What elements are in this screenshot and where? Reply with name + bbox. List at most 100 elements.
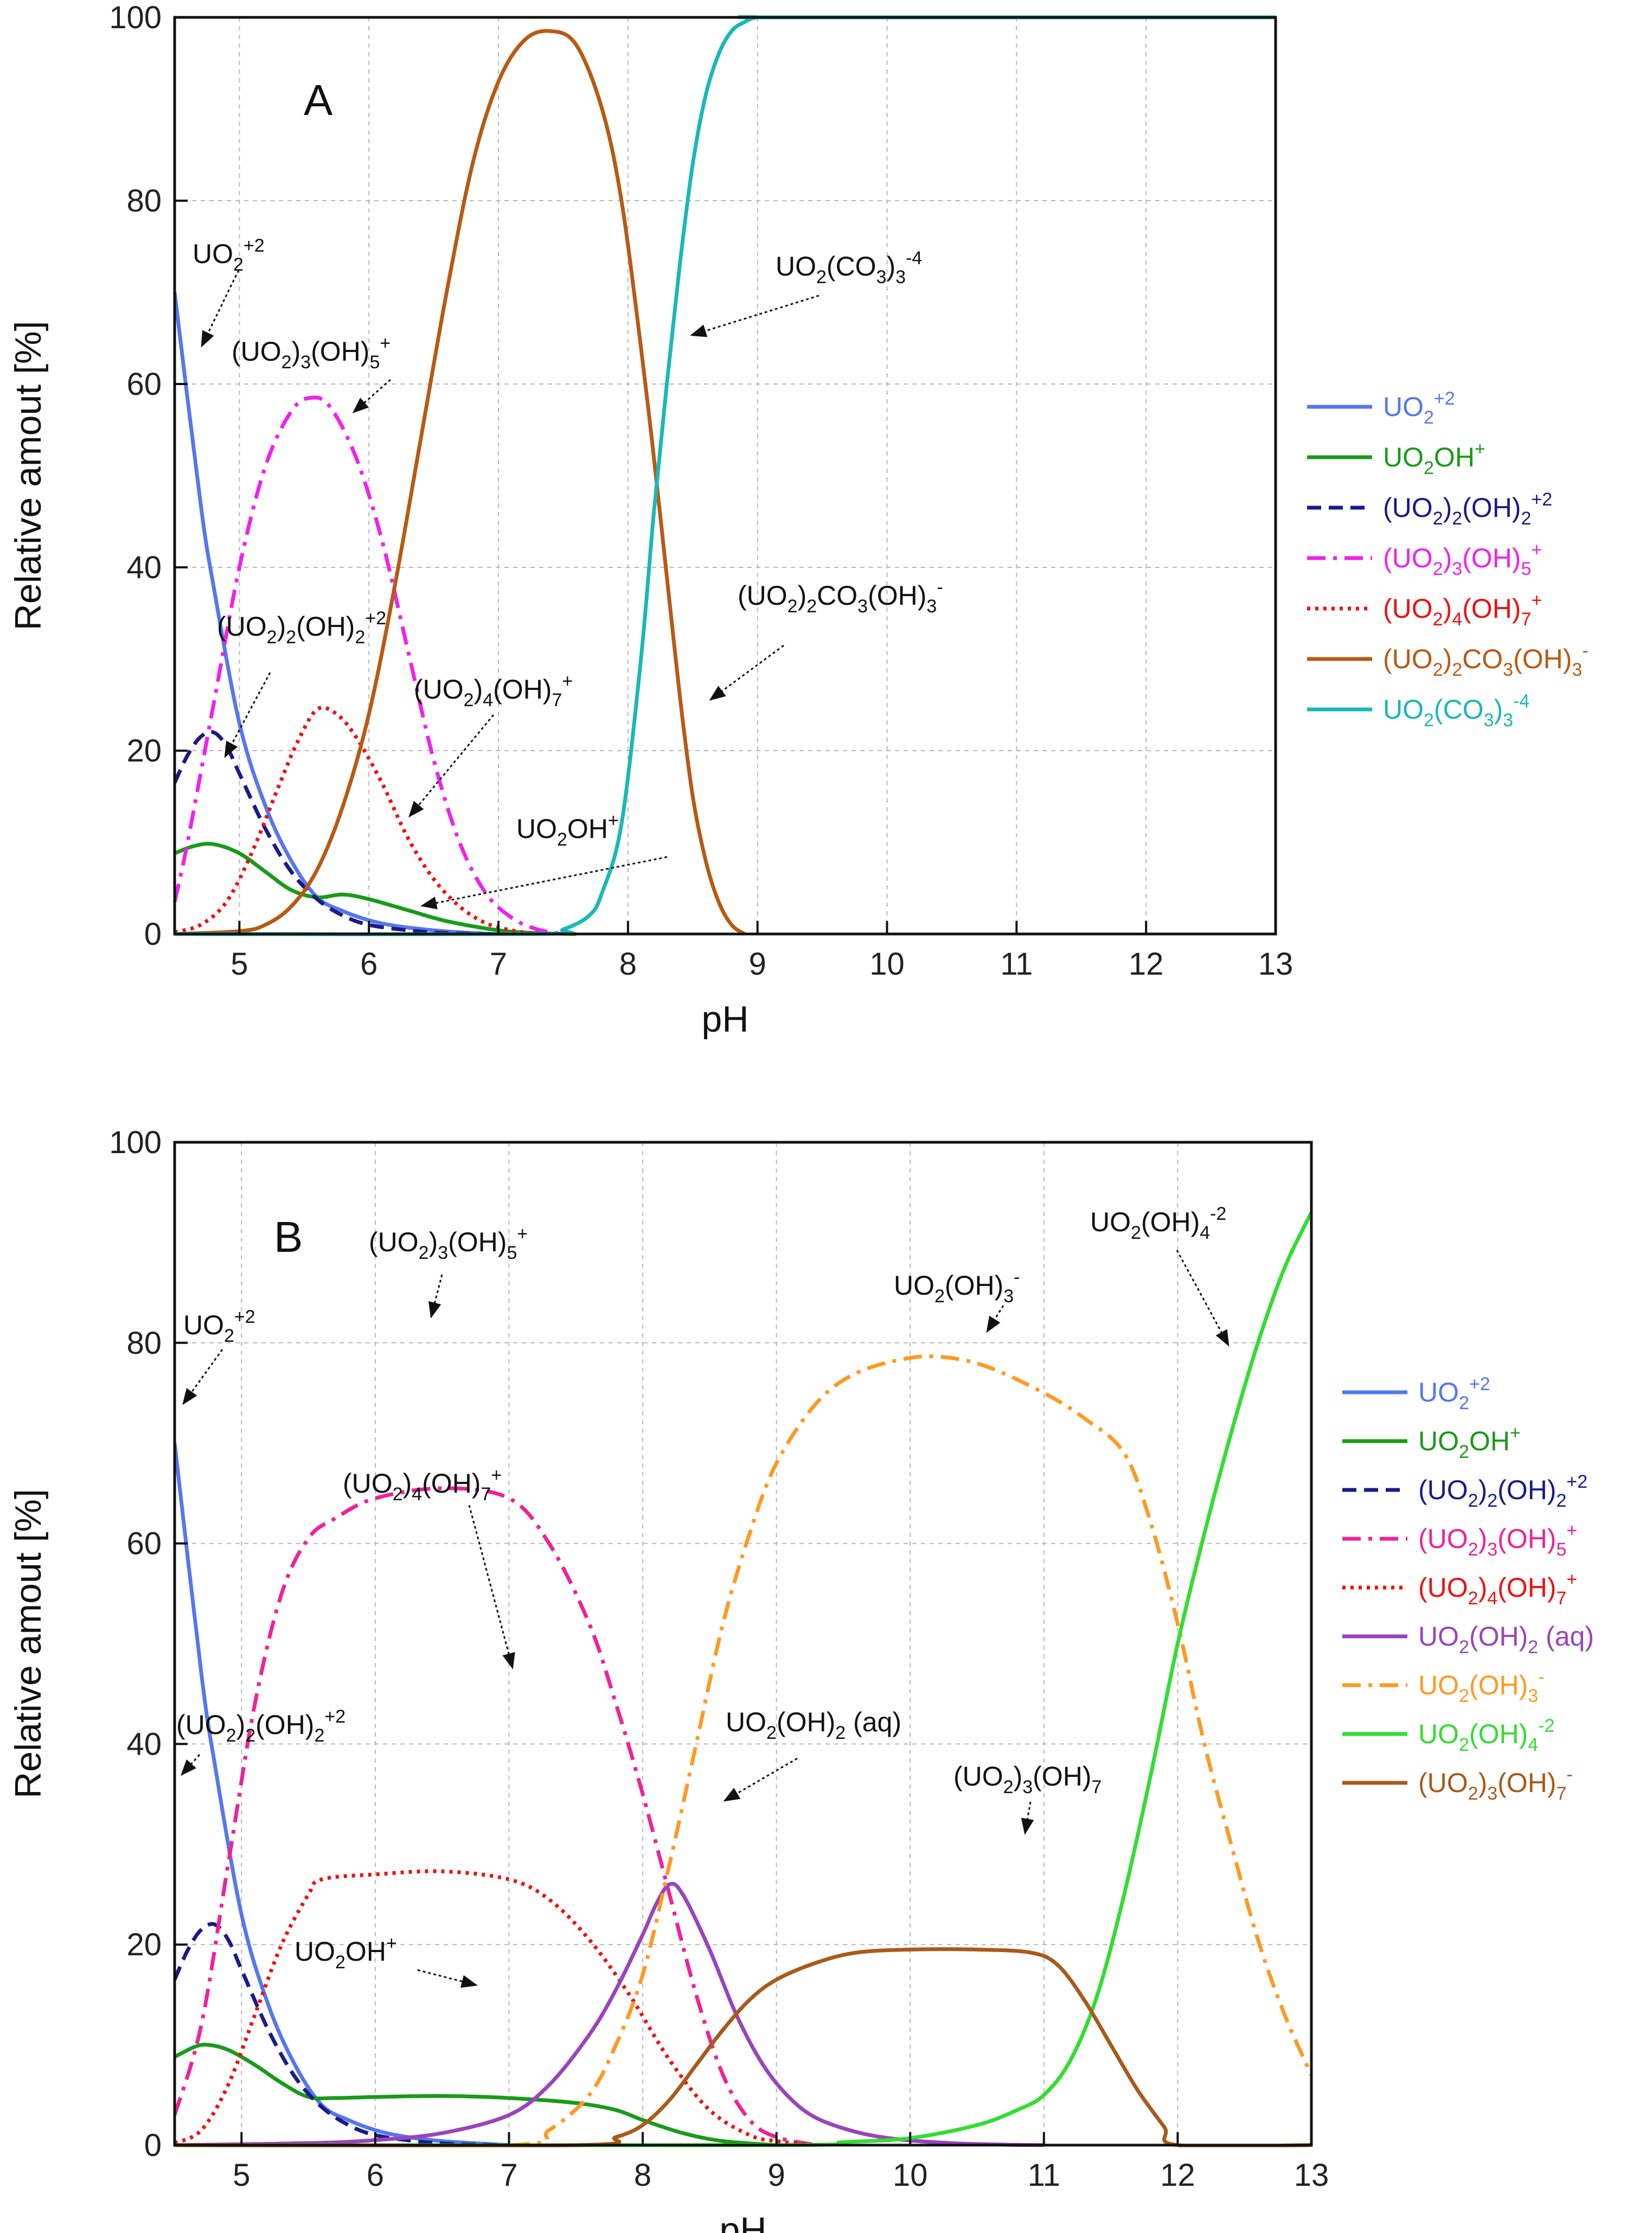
x-axis-title: pH: [702, 999, 749, 1040]
annotation-label: (UO2)3(OH)5+: [232, 333, 390, 373]
x-tick-label: 13: [1294, 2158, 1329, 2193]
x-tick-label: 5: [230, 946, 248, 982]
panel-letter: A: [304, 76, 333, 124]
annotation-label: (UO2)2(OH)2+2: [176, 1706, 345, 1746]
annotation-label: (UO2)3(OH)5+: [369, 1224, 528, 1263]
y-axis-title: Relative amout [%]: [8, 1489, 49, 1799]
legend-label: UO2(OH)2 (aq): [1418, 1621, 1594, 1658]
y-tick-label: 100: [109, 0, 162, 35]
legend-label: UO2(OH)3-: [1418, 1667, 1544, 1706]
annotation-label: (UO2)2(OH)2+2: [217, 608, 386, 648]
legend-label: (UO2)4(OH)7+: [1383, 590, 1542, 630]
panel-letter: B: [274, 1213, 303, 1261]
y-tick-label: 0: [144, 2128, 162, 2163]
x-tick-label: 10: [869, 946, 905, 982]
annotation-arrow: [1021, 1801, 1034, 1835]
annotation-arrow: [1176, 1250, 1230, 1347]
y-axis-title: Relative amout [%]: [8, 321, 49, 631]
annotation-arrow: [690, 295, 819, 337]
y-tick-label: 80: [126, 183, 162, 219]
series-line-5: [175, 1882, 1044, 2147]
legend-label: UO2+2: [1418, 1374, 1490, 1413]
series-line-8: [175, 1947, 1311, 2147]
legend-label: (UO2)3(OH)5+: [1383, 540, 1542, 579]
y-tick-label: 80: [126, 1326, 162, 1361]
annotation-arrow: [986, 1305, 1004, 1333]
legend-label: (UO2)3(OH)5+: [1418, 1520, 1577, 1560]
x-tick-label: 6: [360, 946, 377, 982]
y-tick-label: 60: [126, 367, 162, 402]
y-tick-label: 100: [109, 1125, 162, 1160]
x-tick-label: 8: [634, 2158, 651, 2193]
series-line-4: [175, 706, 538, 936]
annotation-label: UO2+2: [183, 1307, 255, 1346]
annotation-arrow: [428, 1274, 443, 1319]
annotation-label: UO2OH+: [516, 810, 619, 850]
series-line-0: [175, 292, 499, 936]
annotation-label: UO2(OH)3-: [894, 1267, 1020, 1307]
x-tick-label: 5: [233, 2158, 250, 2193]
x-tick-label: 6: [367, 2158, 384, 2193]
annotation-label: (UO2)3(OH)7: [953, 1761, 1102, 1797]
x-tick-label: 7: [500, 2158, 517, 2193]
annotation-arrow: [182, 1349, 223, 1405]
series-line-6: [175, 1354, 1311, 2147]
x-tick-label: 10: [893, 2158, 928, 2193]
legend-label: (UO2)2CO3(OH)3-: [1383, 641, 1589, 680]
panel-a: 5 6 7 8 9 10 11 12 13 0 20 40 60 80 100 pH Relative amou…: [8, 0, 1589, 1040]
legend-label: UO2(OH)4-2: [1418, 1716, 1554, 1755]
series-line-3: [175, 1486, 817, 2147]
annotation-label: UO2(OH)4-2: [1090, 1204, 1226, 1243]
annotation-label: UO2OH+: [294, 1933, 397, 1973]
annotation-arrow: [417, 1969, 478, 1988]
legend-label: UO2OH+: [1383, 439, 1485, 478]
series-line-3: [175, 395, 564, 936]
plot-frame: [173, 16, 1277, 936]
y-tick-label: 60: [126, 1526, 162, 1562]
annotation-arrow: [201, 270, 240, 348]
annotation-label: UO2(OH)2 (aq): [726, 1707, 901, 1743]
legend: UO2+2 UO2OH+ (UO2)2(OH)2+2 (UO2)3(OH)5+ (UO2…: [1307, 388, 1589, 731]
annotation-label: (UO2)2CO3(OH)3-: [738, 577, 943, 617]
series-line-0: [175, 1443, 509, 2147]
legend-label: UO2+2: [1383, 388, 1455, 428]
panel-b: 5 6 7 8 9 10 11 12 13 0 20 40 60 80 100 pH Relative amou…: [8, 1125, 1594, 2233]
x-axis-title: pH: [720, 2210, 767, 2233]
plot-frame: [173, 1141, 1313, 2147]
x-tick-label: 12: [1129, 946, 1164, 982]
x-tick-label: 11: [1000, 946, 1033, 982]
x-tick-label: 12: [1160, 2158, 1195, 2193]
x-tick-label: 7: [490, 946, 507, 982]
y-tick-label: 20: [126, 733, 162, 769]
y-tick-label: 40: [126, 550, 162, 585]
annotation-arrow: [723, 1757, 798, 1802]
x-tick-label: 9: [749, 946, 766, 982]
series-group: [175, 1211, 1311, 2147]
annotation-label: UO2+2: [193, 235, 265, 275]
annotation-label: (UO2)4(OH)7+: [343, 1465, 502, 1505]
annotation-arrow: [709, 644, 784, 701]
legend-label: (UO2)2(OH)2+2: [1383, 489, 1552, 529]
x-tick-label: 13: [1258, 946, 1294, 982]
series-line-1: [175, 2043, 777, 2147]
legend: UO2+2 UO2OH+ (UO2)2(OH)2+2 (UO2)3(OH)5+ (UO2…: [1342, 1374, 1594, 1804]
series-line-2: [175, 1922, 509, 2147]
y-tick-label: 40: [126, 1726, 162, 1762]
annotation-arrow: [420, 856, 668, 910]
y-tick-label: 0: [144, 917, 162, 952]
series-line-6: [175, 15, 1276, 936]
series-line-5: [175, 29, 746, 936]
legend-label: (UO2)3(OH)7-: [1418, 1764, 1573, 1804]
x-tick-label: 9: [768, 2158, 785, 2193]
series-group: [175, 15, 1276, 936]
annotation-label: (UO2)4(OH)7+: [414, 671, 573, 711]
legend-label: (UO2)4(OH)7+: [1418, 1569, 1577, 1609]
x-tick-label: 11: [1028, 2158, 1060, 2193]
legend-label: (UO2)2(OH)2+2: [1418, 1471, 1587, 1511]
legend-label: UO2OH+: [1418, 1423, 1521, 1462]
annotation-label: UO2(CO3)3-4: [776, 248, 922, 287]
annotation-arrow: [408, 714, 495, 818]
legend-label: UO2(CO3)3-4: [1383, 691, 1529, 731]
x-tick-label: 8: [619, 946, 637, 982]
